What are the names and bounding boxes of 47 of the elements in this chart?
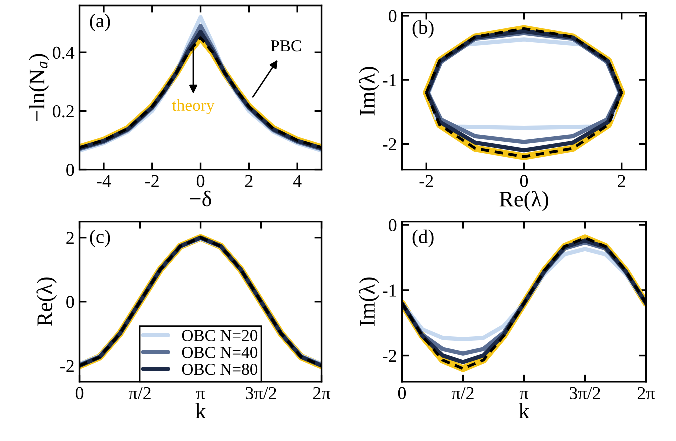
y-axis-title: Re(λ) (36, 278, 58, 326)
annotation: theory (172, 99, 215, 115)
legend-label: OBC N=20 (182, 330, 258, 342)
x-tick-label: 4 (293, 175, 302, 188)
annotation: (b) (412, 20, 434, 38)
x-axis-title: k (196, 403, 206, 419)
x-tick-label: -2 (146, 175, 159, 188)
y-axis-title: Im(λ) (359, 67, 380, 116)
x-axis-title: k (519, 403, 530, 419)
y-axis-title: Im(λ) (359, 278, 380, 326)
legend-label: OBC N=40 (182, 347, 258, 358)
x-tick-label: 3π/2 (570, 387, 600, 400)
y-tick-label: 0 (66, 296, 74, 308)
annotation: PBC (271, 40, 302, 52)
x-axis-title: Re(λ) (500, 191, 548, 212)
annotation: (d) (412, 230, 434, 248)
y-tick-label: 2 (66, 232, 74, 244)
annotation: (c) (90, 230, 110, 248)
x-tick-label: π/2 (128, 387, 151, 400)
x-tick-label: π/2 (452, 387, 474, 400)
y-tick-label: -2 (382, 350, 396, 362)
y-tick-label: 0 (389, 219, 397, 232)
x-tick-label: 3π/2 (246, 387, 276, 400)
x-tick-label: 0 (398, 387, 406, 400)
x-tick-label: 2 (618, 175, 626, 188)
y-tick-label: 0 (389, 10, 397, 22)
x-tick-label: -2 (420, 175, 434, 188)
y-tick-label: 0.4 (53, 46, 75, 60)
x-tick-label: 2π (638, 387, 656, 400)
x-tick-label: 0 (520, 175, 528, 188)
annotation: (a) (90, 14, 110, 32)
x-tick-label: π (520, 391, 529, 400)
legend-label: OBC N=80 (182, 364, 258, 376)
y-axis-title: −ln(N$_{a}$) (29, 54, 50, 122)
y-tick-label: 0.2 (53, 105, 74, 118)
x-tick-label: 2π (313, 387, 331, 400)
y-tick-label: -2 (382, 138, 396, 150)
y-tick-label: -2 (60, 360, 74, 372)
x-tick-label: 0 (76, 387, 84, 400)
x-tick-label: -4 (97, 175, 112, 188)
y-tick-label: -1 (382, 74, 396, 86)
x-tick-label: 0 (196, 175, 205, 188)
x-tick-label: π (196, 391, 206, 400)
y-tick-label: 0 (66, 164, 74, 176)
x-tick-label: 2 (245, 175, 253, 188)
x-axis-title: −δ (190, 190, 212, 207)
y-tick-label: -1 (382, 284, 396, 297)
